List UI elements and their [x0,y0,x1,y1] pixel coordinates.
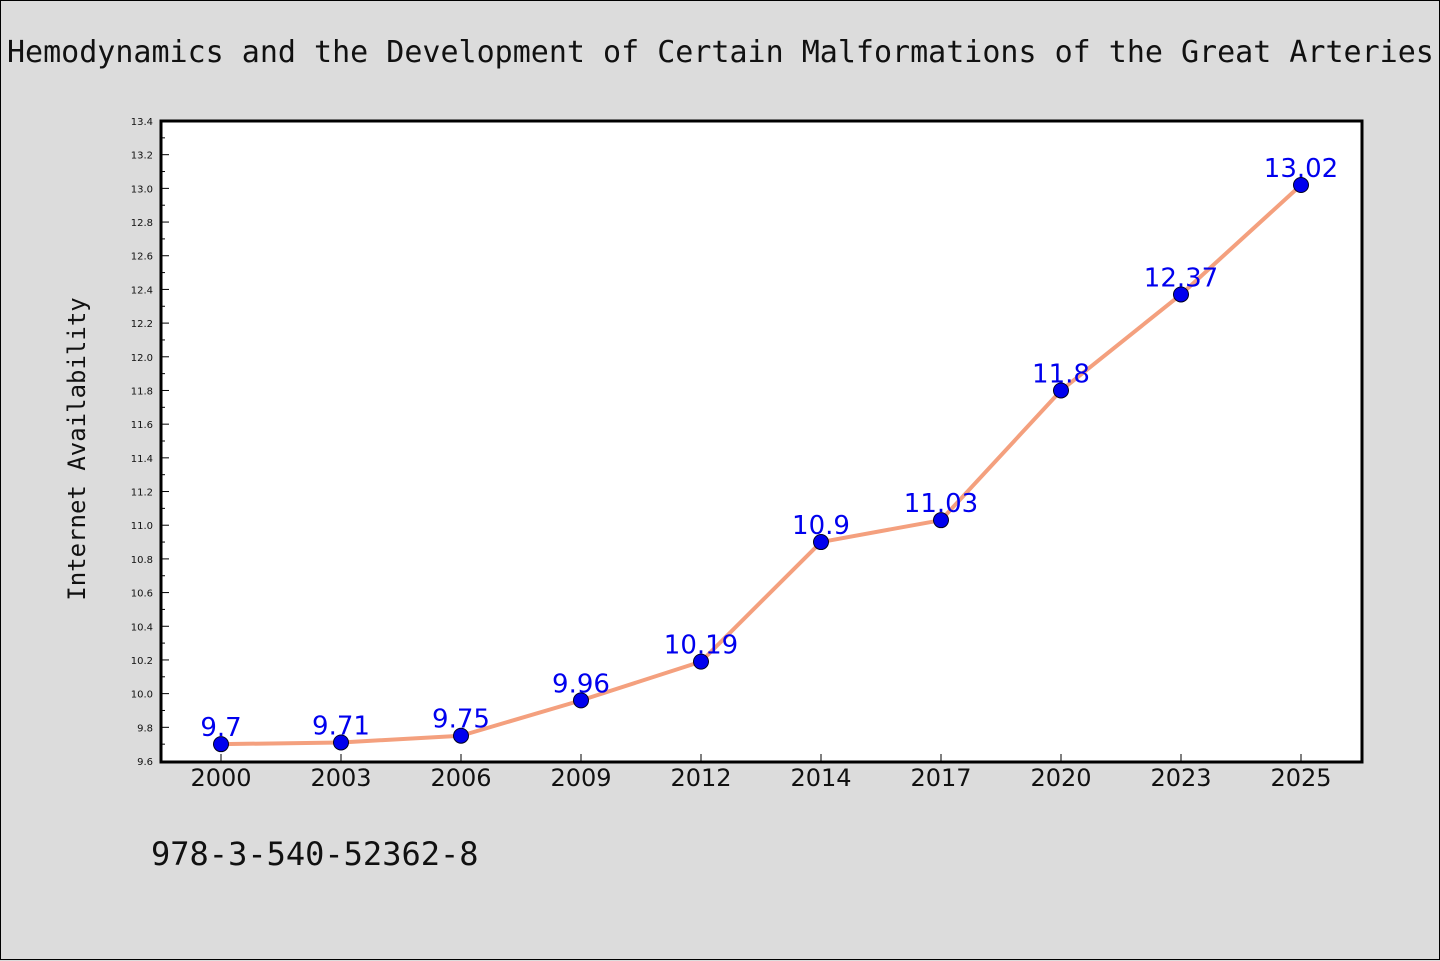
data-label: 9.71 [312,711,370,741]
y-tick-label: 12.0 [131,353,153,364]
x-tick-label: 2006 [430,764,491,792]
y-tick-label: 10.4 [131,622,153,633]
data-label: 10.9 [792,511,850,541]
y-tick-label: 10.6 [131,589,153,600]
data-label: 9.7 [200,713,241,743]
y-tick-label: 11.6 [131,420,153,431]
y-tick-label: 10.2 [131,656,153,667]
y-tick-label: 13.0 [131,184,153,195]
y-tick-label: 11.4 [131,454,153,465]
x-axis: 2000 2003 2006 2009 2012 2014 2017 2020 2023 2025 [190,754,1332,792]
y-tick-label: 9.8 [137,723,153,734]
x-tick-label: 2025 [1270,764,1331,792]
data-point [333,734,349,751]
data-point [573,692,589,709]
footer-isbn: 978-3-540-52362-8 [151,835,479,873]
y-axis: 9.6 9.8 10.0 10.2 10.4 10.6 10.8 11.0 11.2 11.4 11… [131,117,169,768]
y-tick-label: 11.0 [131,521,153,532]
data-point [693,653,709,670]
data-label: 10.19 [664,631,738,661]
y-tick-label: 10.0 [131,690,153,701]
y-tick-label: 13.2 [131,151,153,162]
y-tick-label: 12.4 [131,285,153,296]
plot-area [159,119,1364,764]
data-label: 11.8 [1032,359,1090,389]
series-layer [213,177,1309,753]
x-tick-label: 2014 [790,764,851,792]
data-label-layer: 9.7 9.71 9.75 9.96 10.19 10.9 11.03 11.8 12.37 13… [200,154,1338,743]
data-label: 12.37 [1144,263,1218,293]
x-tick-label: 2017 [910,764,971,792]
data-label: 13.02 [1264,154,1338,184]
x-tick-label: 2000 [190,764,251,792]
y-tick-label: 13.4 [131,117,153,128]
y-tick-label: 11.8 [131,386,153,397]
y-tick-label: 9.6 [137,757,153,768]
y-tick-label: 10.8 [131,555,153,566]
x-tick-label: 2020 [1030,764,1091,792]
y-tick-label: 12.8 [131,218,153,229]
data-point [933,512,949,529]
chart-title: Hemodynamics and the Development of Cert… [7,35,1440,70]
data-point [213,736,229,753]
y-tick-label: 12.6 [131,252,153,263]
data-point [813,534,829,551]
series-line [219,183,1303,747]
data-point [453,727,469,744]
data-label: 9.96 [552,669,610,699]
data-point [1053,382,1069,399]
x-tick-label: 2009 [550,764,611,792]
data-label: 9.75 [432,705,490,735]
x-tick-label: 2012 [670,764,731,792]
data-label: 11.03 [904,489,978,519]
y-tick-label: 12.2 [131,319,153,330]
x-tick-label: 2023 [1150,764,1211,792]
data-point [1293,177,1309,193]
y-axis-title: Internet Availability [63,297,91,600]
y-tick-label: 11.2 [131,488,153,499]
data-point [1173,286,1189,303]
x-tick-label: 2003 [310,764,371,792]
